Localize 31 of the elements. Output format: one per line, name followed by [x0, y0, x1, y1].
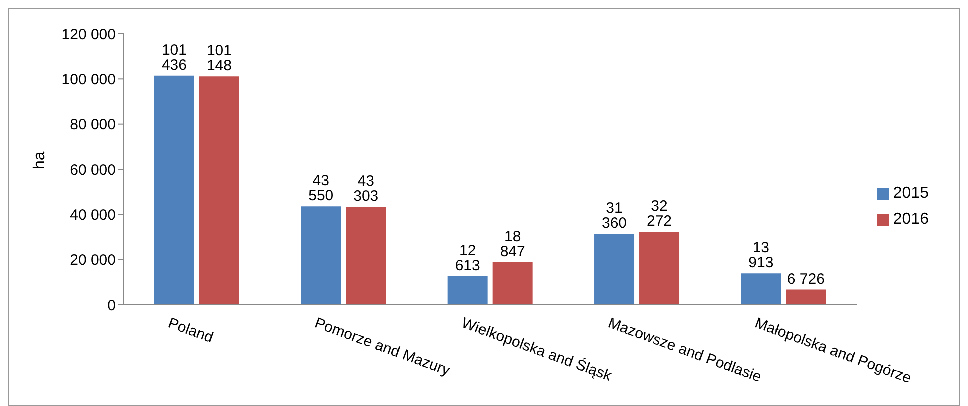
y-tick-label: 80 000 — [70, 116, 116, 134]
y-tick-label: 20 000 — [70, 252, 116, 270]
data-label: 101 436 — [162, 42, 187, 74]
bar — [741, 274, 782, 305]
y-tick-label: 100 000 — [62, 71, 116, 88]
y-tick-label: 120 000 — [62, 26, 116, 44]
data-label: 13 913 — [748, 240, 774, 272]
legend-label: 2016 — [893, 211, 929, 228]
data-label: 101 148 — [206, 42, 232, 75]
x-tick-label: Poland — [166, 314, 216, 347]
data-label: 12 613 — [455, 242, 480, 275]
bar — [786, 290, 826, 305]
legend-label: 2015 — [893, 185, 929, 202]
bar — [199, 76, 240, 305]
bar — [346, 207, 386, 305]
data-label: 31 360 — [602, 200, 628, 232]
bar — [154, 76, 194, 305]
bar — [492, 262, 533, 305]
data-label: 6 726 — [787, 270, 825, 288]
bar — [448, 276, 488, 305]
data-label: 18 847 — [500, 228, 526, 260]
bar — [640, 232, 680, 305]
y-tick-label: 60 000 — [70, 162, 116, 179]
bar — [301, 206, 342, 305]
y-tick-label: 40 000 — [70, 206, 116, 224]
y-tick-label: 0 — [108, 297, 116, 314]
data-label: 43 303 — [354, 173, 379, 206]
bar — [594, 234, 635, 305]
data-label: 32 272 — [646, 198, 672, 230]
y-axis-title: ha — [32, 152, 49, 170]
data-label: 43 550 — [308, 172, 334, 205]
